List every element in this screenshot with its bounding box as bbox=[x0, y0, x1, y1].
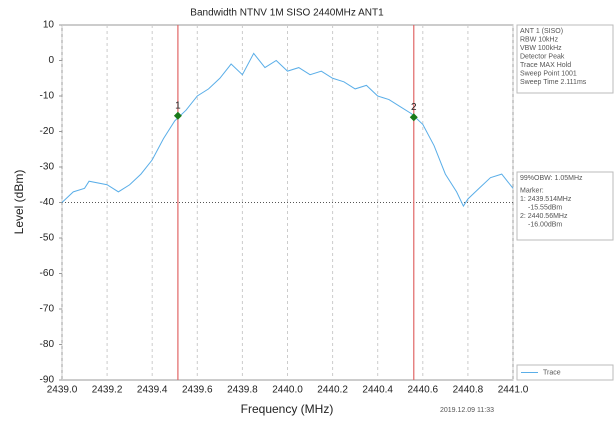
y-tick-label: -40 bbox=[40, 197, 55, 208]
result-text: 99%OBW: 1.05MHz bbox=[520, 175, 583, 182]
x-tick-label: 2441.0 bbox=[498, 385, 529, 396]
x-tick-label: 2440.6 bbox=[408, 385, 439, 396]
settings-text: Sweep Point 1001 bbox=[520, 70, 577, 77]
settings-text: Trace MAX Hold bbox=[520, 62, 571, 69]
x-tick-label: 2439.0 bbox=[47, 385, 78, 396]
x-tick-label: 2439.2 bbox=[92, 385, 123, 396]
result-box bbox=[516, 171, 614, 241]
x-tick-label: 2440.0 bbox=[272, 385, 303, 396]
marker-label: 2 bbox=[411, 102, 417, 113]
x-tick-label: 2440.4 bbox=[362, 385, 393, 396]
y-tick-label: -70 bbox=[40, 304, 55, 315]
timestamp: 2019.12.09 11:33 bbox=[440, 407, 494, 414]
y-tick-label: -10 bbox=[40, 91, 55, 102]
y-tick-label: 0 bbox=[48, 55, 54, 66]
result-text: -15.55dBm bbox=[528, 204, 562, 211]
chart-title: Bandwidth NTNV 1M SISO 2440MHz ANT1 bbox=[190, 8, 384, 19]
x-tick-label: 2440.2 bbox=[317, 385, 348, 396]
y-tick-label: -60 bbox=[40, 268, 55, 279]
trace-line bbox=[61, 52, 514, 208]
settings-text: ANT 1 (SISO) bbox=[520, 28, 563, 35]
result-text: Marker: bbox=[520, 187, 544, 194]
y-tick-label: -80 bbox=[40, 339, 55, 350]
y-tick-label: -30 bbox=[40, 162, 55, 173]
y-tick-label: -20 bbox=[40, 126, 55, 137]
settings-text: Sweep Time 2.111ms bbox=[520, 79, 587, 86]
result-text: -16.00dBm bbox=[528, 221, 562, 228]
settings-box bbox=[516, 24, 614, 94]
y-tick-label: 10 bbox=[43, 20, 55, 31]
x-tick-label: 2440.8 bbox=[453, 385, 484, 396]
marker-point bbox=[409, 113, 418, 122]
marker-point bbox=[173, 111, 182, 120]
settings-text: VBW 100kHz bbox=[520, 45, 562, 52]
result-text: 1: 2439.514MHz bbox=[520, 196, 572, 203]
y-tick-label: -90 bbox=[40, 375, 55, 386]
result-text: 2: 2440.56MHz bbox=[520, 213, 568, 220]
marker-label: 1 bbox=[175, 100, 181, 111]
y-axis-label: Level (dBm) bbox=[12, 170, 26, 235]
x-tick-label: 2439.6 bbox=[182, 385, 213, 396]
y-tick-label: -50 bbox=[40, 233, 55, 244]
x-tick-label: 2439.4 bbox=[137, 385, 168, 396]
x-axis-label: Frequency (MHz) bbox=[241, 402, 334, 416]
legend-box bbox=[516, 364, 614, 381]
settings-text: Detector Peak bbox=[520, 53, 565, 60]
x-tick-label: 2439.8 bbox=[227, 385, 258, 396]
legend-label: Trace bbox=[543, 369, 561, 376]
settings-text: RBW 10kHz bbox=[520, 36, 559, 43]
